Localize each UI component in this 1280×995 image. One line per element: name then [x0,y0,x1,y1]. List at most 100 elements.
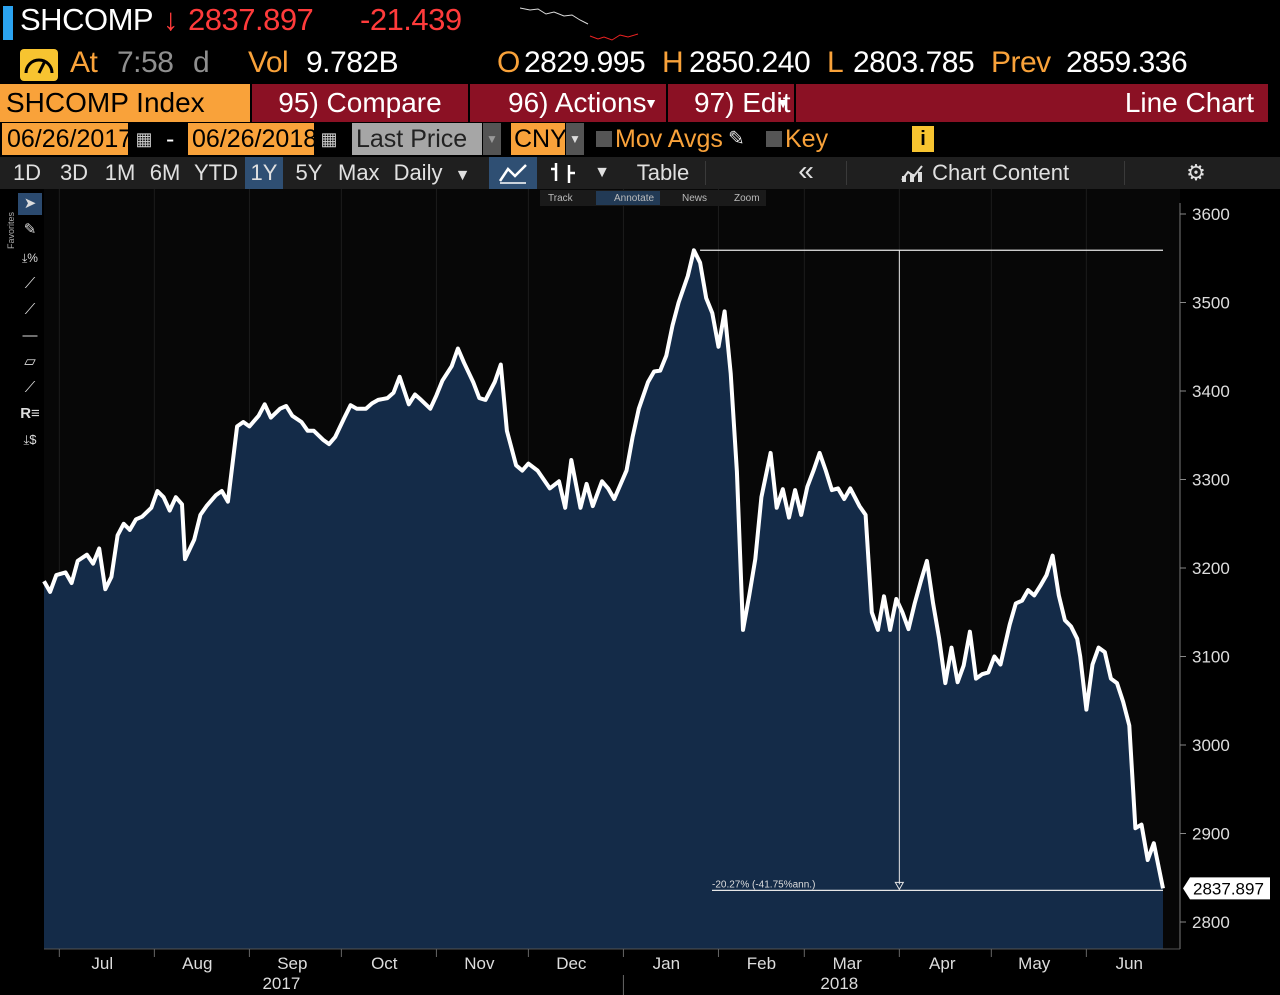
news-tool[interactable]: News [682,193,707,204]
drawing-toolbar: Favorites ➤ ✎ ⤓% ⟋ ⟋ — ▱ ⟋ R≡ ⤓$ [0,189,44,454]
y-tick-label: 3400 [1192,382,1230,401]
chevron-down-icon[interactable]: ▼ [566,123,584,155]
price-chart[interactable]: Track Annotate News Zoom -20.27% (-41.75… [0,189,1280,995]
chart-content-label: Chart Content [932,160,1070,185]
y-axis: 2800 2900 3000 3100 3200 3300 3400 3500 3600 [1180,205,1230,932]
calendar-icon[interactable]: ▦ [320,129,338,149]
annotation-arrow-icon [894,881,905,891]
compare-button[interactable]: 95) Compare [252,84,468,122]
range-button-1y[interactable]: 1Y [245,157,283,189]
date-separator: - [166,125,175,153]
annotate-tool[interactable]: Annotate [614,193,654,204]
prev-value: 2859.336 [1066,46,1188,79]
quote-time: 7:58 [117,46,174,79]
zoom-tool[interactable]: Zoom [734,193,760,204]
chart-tool-strip: Track Annotate News Zoom [540,190,766,206]
start-date-input[interactable]: 06/26/2017 [2,123,132,155]
period-label: Daily [393,160,443,185]
x-tick-label: Dec [556,954,587,973]
horizontal-line-icon[interactable]: — [22,327,38,344]
period-select[interactable]: Daily ▼ [387,157,477,189]
gear-icon[interactable]: ⚙ [1186,160,1206,185]
x-tick-label: Jun [1116,954,1143,973]
edit-label: 97) Edit [694,87,791,118]
price-line [42,248,1165,889]
year-label: 2018 [820,974,858,993]
x-tick-label: Jul [91,954,113,973]
down-arrow-icon: ↓ [163,2,179,37]
ohlc-bars-icon[interactable] [543,157,583,189]
last-value-label: 2837.897 [1183,877,1270,900]
track-tool[interactable]: Track [548,193,574,204]
actions-button[interactable]: 96) Actions ▼ [470,84,666,122]
y-tick-label: 2800 [1192,913,1230,932]
currency-select[interactable]: CNY [511,123,567,155]
chevron-down-icon: ▼ [644,95,658,111]
field-select[interactable]: Last Price [352,123,482,155]
x-tick-label: Sep [277,954,307,973]
range-button-3d[interactable]: 3D [59,160,89,185]
quote-detail-row: At 7:58 d Vol 9.782B O 2829.995 H 2850.2… [0,46,1280,84]
ray-icon[interactable]: ⟋ [24,301,36,318]
y-tick-label: 3600 [1192,205,1230,224]
x-tick-label: Mar [833,954,863,973]
prev-label: Prev [991,46,1051,79]
range-button-1m[interactable]: 1M [104,160,136,185]
pen-icon[interactable]: ✎ [23,221,37,238]
chevron-down-icon[interactable]: ▼ [483,123,501,155]
chart-content-button[interactable]: Chart Content [900,157,1080,189]
gauge-icon[interactable] [20,49,58,81]
pencil-icon[interactable]: ✎ [728,128,745,150]
annotation-label: -20.27% (-41.75%ann.) [712,879,815,890]
percent-change-annotation: -20.27% (-41.75%ann.) [700,249,1163,891]
y-tick-label: 3300 [1192,471,1230,490]
price-tool-icon[interactable]: ⤓$ [23,432,37,447]
info-icon[interactable]: i [912,126,934,152]
last-value-text: 2837.897 [1193,879,1264,898]
open-value: 2829.995 [524,46,646,79]
mov-avgs-checkbox[interactable] [596,131,612,147]
price-area-fill [44,250,1163,950]
range-button-1d[interactable]: 1D [12,160,42,185]
range-button-max[interactable]: Max [338,160,380,185]
channel-icon[interactable]: ▱ [24,353,36,370]
key-events-checkbox[interactable] [766,131,782,147]
line-chart-icon[interactable] [489,157,537,189]
x-tick-label: Aug [182,954,212,973]
actions-label: 96) Actions [508,87,647,118]
table-button[interactable]: Table [636,160,690,185]
last-price: 2837.897 [188,2,314,37]
collapse-icon[interactable]: « [798,155,814,186]
high-label: H [662,46,684,79]
quote-time-suffix: d [193,46,210,79]
x-tick-label: Jan [653,954,680,973]
x-tick-label: Feb [747,954,776,973]
segment-icon[interactable]: ⟋ [24,379,36,396]
key-events-label: Key Events [785,125,861,185]
percent-tool-icon[interactable]: ⤓% [22,251,38,265]
end-date-input[interactable]: 06/26/2018 [188,123,317,155]
open-label: O [497,46,520,79]
range-button-6m[interactable]: 6M [149,160,181,185]
range-button-5y[interactable]: 5Y [295,160,323,185]
calendar-icon[interactable]: ▦ [135,129,153,149]
low-label: L [827,46,844,79]
separator [1124,161,1125,185]
year-label: 2017 [262,974,300,993]
filter-bar: 06/26/2017 ▦ - 06/26/2018 ▦ Last Price ▼… [0,123,1280,185]
at-label: At [70,46,98,79]
x-axis: Jul Aug Sep Oct Nov Dec Jan Feb Mar Apr May Jun 2017… [44,948,1180,995]
range-button-ytd[interactable]: YTD [194,160,238,185]
edit-button[interactable]: 97) Edit ▼ [668,84,794,122]
trendline-icon[interactable]: ⟋ [24,275,36,292]
range-bar: 1D 3D 1M 6M YTD 1Y 5Y Max Daily ▼ ▼ Table « Cha… [0,157,1280,189]
regression-icon[interactable]: R≡ [20,405,40,422]
security-field[interactable]: SHCOMP Index [0,84,250,122]
view-title: Line Chart [796,84,1268,122]
y-tick-label: 3500 [1192,294,1230,313]
mov-avgs-label: Mov Avgs [615,125,723,153]
chevron-down-icon[interactable]: ▼ [594,164,610,181]
cursor-icon[interactable]: ➤ [18,193,42,215]
sparkline-icon [520,7,639,41]
ticker-symbol[interactable]: SHCOMP [20,2,154,37]
